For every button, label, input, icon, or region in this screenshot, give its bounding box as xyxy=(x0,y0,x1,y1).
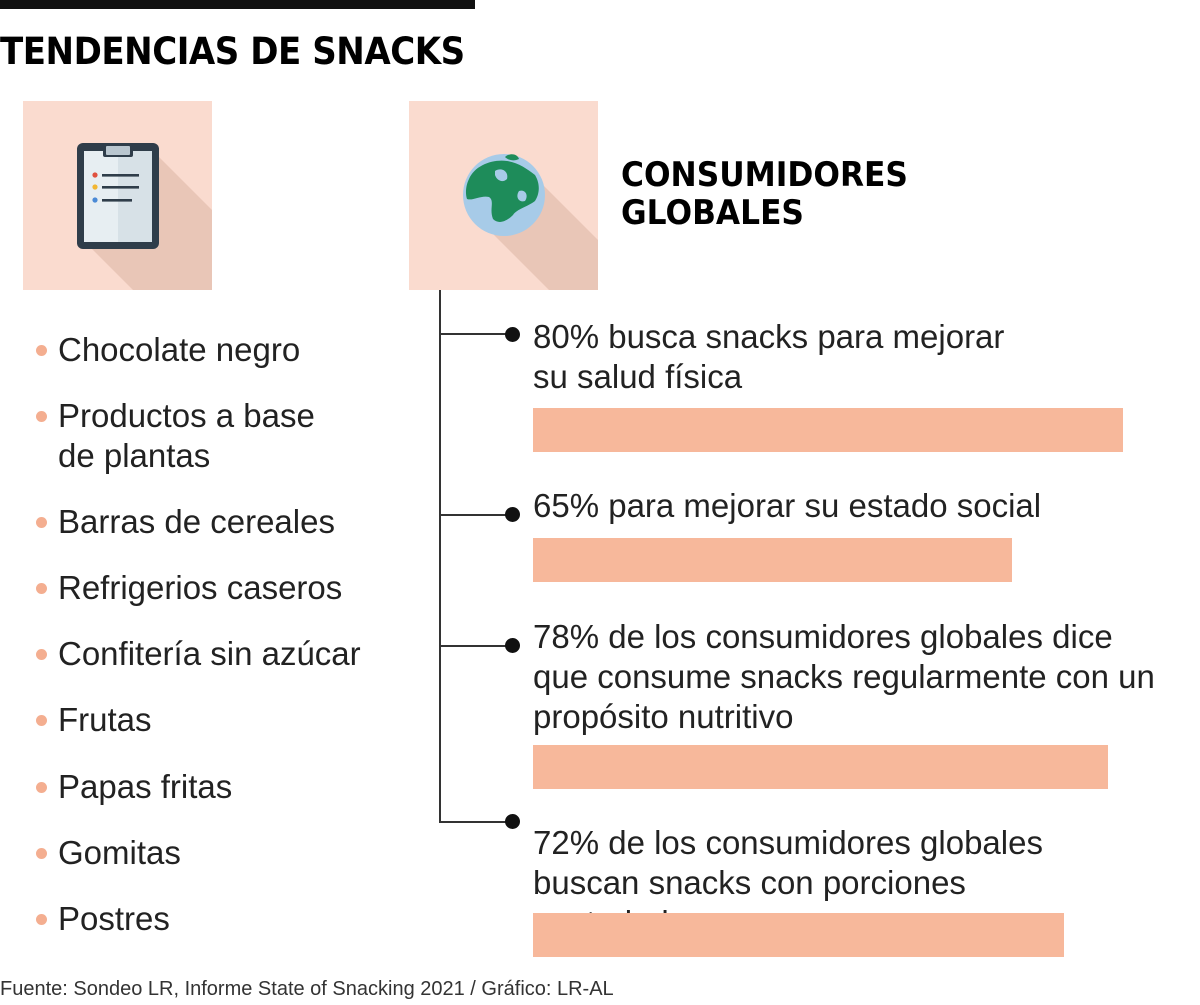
list-item-label: Barras de cereales xyxy=(58,503,335,540)
heading-line-1: CONSUMIDORES xyxy=(621,155,908,195)
heading-line-2: GLOBALES xyxy=(621,193,804,233)
bullet-dot xyxy=(36,715,47,726)
tree-line xyxy=(439,290,441,822)
source-note: Fuente: Sondeo LR, Informe State of Snac… xyxy=(0,978,614,1000)
bullet-dot xyxy=(36,649,47,660)
list-item-label: Frutas xyxy=(58,701,152,738)
tree-node-dot xyxy=(505,507,520,522)
bullet-dot xyxy=(36,411,47,422)
bar xyxy=(533,538,1012,582)
bar-label: 78% de los consumidores globales dice qu… xyxy=(533,618,1155,735)
tree-node-dot xyxy=(505,327,520,342)
list-item-label: Refrigerios caseros xyxy=(58,569,343,606)
clipboard-icon xyxy=(77,143,212,290)
bar-label: 72% de los consumidores globales buscan … xyxy=(533,824,1043,941)
tree-node-dot xyxy=(505,638,520,653)
bar xyxy=(533,745,1108,789)
list-item-label: Gomitas xyxy=(58,834,181,871)
bar xyxy=(533,913,1064,957)
list-item-label: Postres xyxy=(58,900,170,937)
bullet-dot xyxy=(36,848,47,859)
globe-tile xyxy=(409,101,598,290)
bullet-dot xyxy=(36,914,47,925)
bullet-dot xyxy=(36,345,47,356)
bullet-dot xyxy=(36,517,47,528)
tree-branch xyxy=(439,333,511,335)
section-heading: CONSUMIDORES GLOBALES xyxy=(621,156,908,232)
list-item-label: Papas fritas xyxy=(58,768,233,805)
tree-node-dot xyxy=(505,814,520,829)
bullet-dot xyxy=(36,782,47,793)
page-title: TENDENCIAS DE SNACKS xyxy=(0,30,465,73)
bar-label: 80% busca snacks para mejorar su salud f… xyxy=(533,318,1005,395)
top-rule xyxy=(0,0,475,9)
bullet-dot xyxy=(36,583,47,594)
list-item-label: Chocolate negro xyxy=(58,331,301,368)
clipboard-tile xyxy=(23,101,212,290)
tree-branch xyxy=(439,645,511,647)
globe-icon xyxy=(463,154,598,290)
list-item-label: Productos a base de plantas xyxy=(58,397,315,474)
tree-branch xyxy=(439,821,511,823)
list-item-label: Confitería sin azúcar xyxy=(58,635,361,672)
tree-branch xyxy=(439,514,511,516)
bar-label: 65% para mejorar su estado social xyxy=(533,487,1042,524)
bar xyxy=(533,408,1123,452)
